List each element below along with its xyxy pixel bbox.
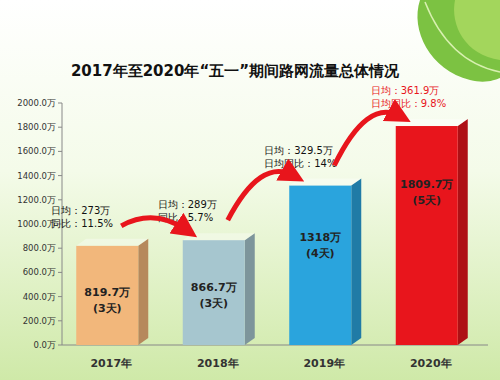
y-tick-label: 1800.0万: [17, 122, 56, 132]
labels: 819.7万 (3天) 2017年 866.7万 (3天) 2018年 1318万 (4天) 2…: [51, 85, 453, 370]
bar-side: [138, 239, 148, 345]
x-tick-label: 2020年: [410, 357, 452, 370]
annotation: 同比：11.5%: [51, 218, 113, 229]
data-label: 1318万: [299, 231, 341, 244]
bar-side: [245, 233, 255, 345]
y-tick: [58, 151, 62, 152]
y-tick-label: 1600.0万: [17, 146, 56, 156]
y-tick-label: 600.0万: [23, 267, 56, 277]
bar-side: [351, 179, 361, 345]
bar: [183, 240, 245, 345]
y-tick-label: 1400.0万: [17, 171, 56, 181]
y-tick-label: 1200.0万: [17, 195, 56, 205]
y-tick: [58, 175, 62, 176]
y-tick: [58, 127, 62, 128]
y-tick: [58, 272, 62, 273]
trend-arrow: [334, 112, 400, 165]
duration-label: (5天): [412, 194, 441, 207]
duration-label: (4天): [306, 247, 335, 260]
y-tick-label: 0.0万: [33, 340, 56, 350]
annotation: 日均同比：14%: [264, 158, 336, 169]
leaf: [417, 0, 500, 82]
bars: [76, 119, 468, 345]
bar: [76, 246, 138, 345]
y-tick: [58, 296, 62, 297]
trend-arrow: [121, 218, 187, 230]
duration-label: (3天): [199, 297, 228, 310]
bar-top: [289, 179, 361, 186]
y-tick-label: 200.0万: [23, 316, 56, 326]
data-label: 866.7万: [191, 281, 237, 294]
trend-arrow: [228, 172, 294, 221]
data-label: 819.7万: [84, 286, 130, 299]
title: 2017年至2020年“五一”期间路网流量总体情况: [71, 62, 400, 80]
bar: [396, 126, 458, 345]
leaf: [454, 0, 500, 60]
bar: [289, 186, 351, 345]
duration-label: (3天): [93, 302, 122, 315]
bar-side: [458, 119, 468, 345]
bar-top: [396, 119, 468, 126]
y-tick: [58, 248, 62, 249]
bar-top: [183, 233, 255, 240]
y-tick: [58, 103, 62, 104]
bar-top: [76, 239, 148, 246]
x-tick-label: 2019年: [303, 357, 345, 370]
annotation: 日均：361.9万: [371, 85, 440, 96]
annotation: 日均：273万: [51, 205, 110, 216]
leaf-decoration: [417, 0, 500, 82]
y-tick-label: 2000.0万: [17, 98, 56, 108]
y-tick-label: 1000.0万: [17, 219, 56, 229]
y-tick-label: 800.0万: [23, 243, 56, 253]
leaf-vein: [425, 2, 500, 72]
annotation: 日均同比：9.8%: [371, 98, 446, 109]
y-tick: [58, 345, 62, 346]
y-tick-label: 400.0万: [23, 292, 56, 302]
background: [0, 0, 500, 380]
y-tick: [58, 199, 62, 200]
y-tick: [58, 320, 62, 321]
annotation: 日均：329.5万: [264, 145, 333, 156]
annotation: 日均：289万: [158, 199, 217, 210]
data-label: 1809.7万: [400, 178, 453, 191]
x-tick-label: 2017年: [90, 357, 132, 370]
x-tick-label: 2018年: [197, 357, 239, 370]
